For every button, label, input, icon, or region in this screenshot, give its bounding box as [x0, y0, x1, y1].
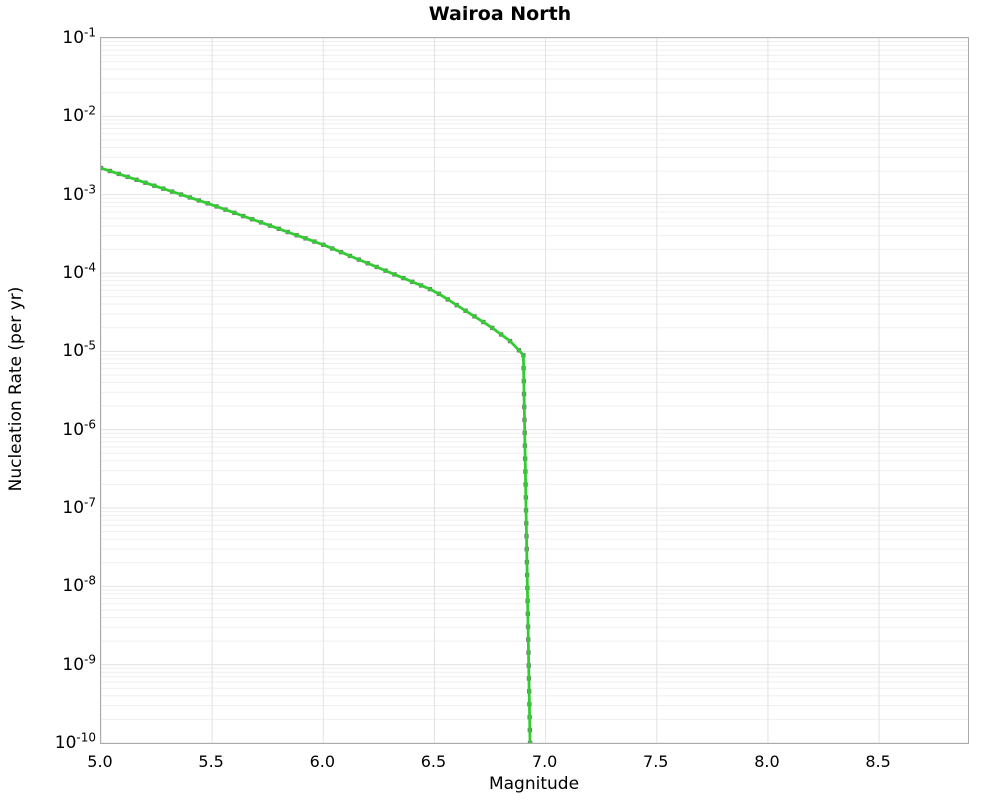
y-tick-exponent: -1	[84, 25, 96, 40]
y-tick-exponent: -6	[84, 416, 96, 431]
x-tick-label: 6.0	[309, 752, 336, 771]
x-tick-label: 6.5	[420, 752, 447, 771]
y-tick-exponent: -2	[84, 103, 96, 118]
y-tick-exponent: -9	[84, 651, 96, 666]
y-tick-label: 10-5	[0, 340, 96, 361]
chart-title: Wairoa North	[428, 3, 572, 25]
y-tick-label: 10-9	[0, 653, 96, 674]
y-tick-base: 10	[62, 106, 85, 127]
y-tick-label: 10-8	[0, 575, 96, 596]
y-tick-base: 10	[62, 497, 85, 518]
y-tick-base: 10	[62, 262, 85, 283]
y-tick-exponent: -7	[84, 495, 96, 510]
y-tick-base: 10	[62, 576, 85, 597]
y-tick-base: 10	[62, 184, 85, 205]
y-tick-exponent: -5	[84, 338, 96, 353]
y-tick-label: 10-3	[0, 183, 96, 204]
plot-area	[100, 37, 969, 744]
y-tick-label: 10-1	[0, 26, 96, 47]
x-axis-label: Magnitude	[488, 774, 580, 794]
x-tick-label: 5.5	[198, 752, 224, 771]
x-tick-label: 7.0	[531, 752, 558, 771]
y-axis-label: Nucleation Rate (per yr)	[6, 286, 26, 492]
y-tick-exponent: -10	[76, 730, 96, 745]
chart-canvas	[101, 38, 968, 743]
y-tick-label: 10-7	[0, 496, 96, 517]
y-tick-base: 10	[62, 419, 85, 440]
y-tick-base: 10	[54, 732, 77, 753]
x-tick-label: 8.0	[754, 752, 780, 771]
x-tick-label: 5.0	[87, 752, 113, 771]
x-tick-label: 8.5	[865, 752, 891, 771]
y-tick-base: 10	[62, 27, 85, 48]
x-tick-label: 7.5	[643, 752, 669, 771]
y-tick-label: 10-2	[0, 105, 96, 126]
y-tick-base: 10	[62, 654, 85, 675]
y-tick-label: 10-10	[0, 731, 96, 752]
y-tick-exponent: -4	[84, 260, 96, 275]
y-tick-base: 10	[62, 341, 85, 362]
y-tick-exponent: -8	[84, 573, 96, 588]
y-tick-exponent: -3	[84, 181, 96, 196]
y-tick-label: 10-6	[0, 418, 96, 439]
y-tick-label: 10-4	[0, 261, 96, 282]
rate-curve-line	[101, 166, 532, 743]
